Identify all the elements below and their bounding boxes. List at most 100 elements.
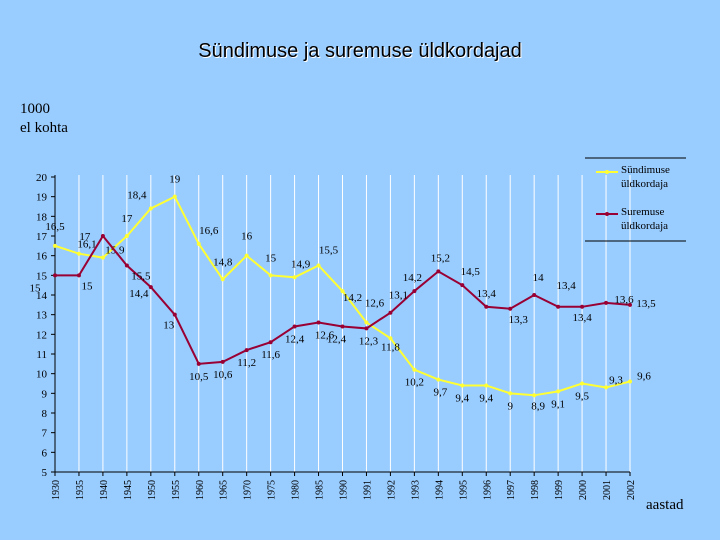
data-label: 16	[241, 231, 253, 243]
legend-marker	[605, 212, 609, 216]
y-tick-label: 11	[36, 349, 47, 361]
data-label: 13,4	[557, 280, 577, 292]
data-point	[340, 324, 345, 329]
data-label: 9,6	[637, 371, 651, 383]
data-point	[244, 253, 249, 258]
chart-title: Sündimuse ja suremuse üldkordajad	[198, 40, 522, 62]
data-label: 14,9	[291, 258, 311, 270]
data-point	[388, 336, 393, 341]
data-point	[508, 391, 513, 396]
data-label: 14,5	[461, 266, 481, 278]
data-label: 17	[79, 231, 91, 243]
y-tick-label: 7	[42, 428, 48, 440]
data-point	[460, 383, 465, 388]
data-point	[292, 324, 297, 329]
y-tick-label: 20	[36, 172, 48, 184]
data-point	[220, 277, 225, 282]
data-point	[76, 273, 81, 278]
data-label: 18,4	[127, 189, 147, 201]
data-point	[196, 241, 201, 246]
data-label: 9,1	[551, 398, 565, 410]
data-point	[436, 377, 441, 382]
data-label: 12,4	[285, 333, 305, 345]
data-label: 9,5	[575, 391, 589, 403]
y-tick-label: 18	[36, 211, 48, 223]
data-label: 11,6	[261, 349, 280, 361]
x-tick-label: 1975	[267, 480, 278, 500]
data-point	[268, 273, 273, 278]
x-tick-label: 1994	[434, 480, 445, 500]
data-label: 13,4	[572, 312, 592, 324]
data-point	[172, 312, 177, 317]
data-label: 15	[30, 282, 42, 294]
data-label: 9,4	[479, 392, 493, 404]
data-label: 8,9	[531, 400, 545, 412]
data-point	[364, 326, 369, 331]
x-tick-label: 1945	[123, 480, 134, 500]
data-label: 14	[533, 272, 545, 284]
data-label: 9,3	[609, 374, 623, 386]
x-tick-label: 2001	[602, 480, 613, 500]
data-point	[556, 304, 561, 309]
data-label: 10,6	[213, 369, 233, 381]
data-label: 12,6	[315, 330, 335, 342]
data-label: 13,5	[636, 298, 656, 310]
data-point	[580, 381, 585, 386]
data-label: 14,2	[343, 292, 362, 304]
y-tick-label: 15	[36, 270, 48, 282]
x-tick-label: 1993	[410, 480, 421, 500]
x-tick-label: 1999	[554, 480, 565, 500]
data-label: 17	[121, 213, 133, 225]
data-point	[172, 194, 177, 199]
y-tick-label: 14	[36, 290, 48, 302]
y-tick-label: 10	[36, 369, 48, 381]
x-tick-label: 1998	[530, 480, 541, 500]
data-label: 15,2	[431, 252, 450, 264]
x-tick-label: 1985	[315, 480, 326, 500]
x-tick-label: 1950	[147, 480, 158, 500]
x-tick-label: 1996	[482, 480, 493, 500]
data-point	[556, 389, 561, 394]
data-label: 9,4	[455, 392, 469, 404]
x-tick-label: 1935	[75, 480, 86, 500]
data-label: 16,6	[199, 225, 219, 237]
data-point	[484, 304, 489, 309]
data-point	[508, 306, 513, 311]
data-point	[412, 289, 417, 294]
data-label: 9,7	[433, 387, 447, 399]
data-point	[100, 234, 105, 238]
data-point	[460, 283, 465, 288]
legend-marker	[605, 170, 609, 174]
data-point	[148, 206, 153, 211]
data-point	[196, 361, 201, 366]
data-label: 13,3	[509, 314, 529, 326]
x-tick-label: 1991	[362, 480, 373, 500]
x-tick-label: 1960	[195, 480, 206, 500]
data-label: 13	[163, 320, 175, 332]
x-tick-label: 1992	[386, 480, 397, 500]
data-point	[124, 263, 129, 268]
data-point	[604, 300, 609, 305]
data-label: 11,8	[381, 341, 400, 353]
data-label: 9	[507, 400, 513, 412]
data-point	[316, 263, 321, 268]
x-tick-label: 1965	[219, 480, 230, 500]
data-label: 16,5	[45, 221, 65, 233]
data-label: 10,2	[405, 377, 424, 389]
data-label: 15,5	[319, 245, 339, 257]
x-tick-label: 2000	[578, 480, 589, 500]
y-tick-label: 9	[42, 388, 48, 400]
data-point	[316, 320, 321, 325]
data-point	[124, 234, 129, 238]
data-label: 13,4	[477, 288, 497, 300]
data-label: 12,3	[359, 335, 379, 347]
x-tick-label: 1990	[339, 480, 350, 500]
data-point	[412, 367, 417, 372]
x-tick-label: 1940	[99, 480, 110, 500]
x-tick-label: 1995	[458, 480, 469, 500]
data-label: 14,2	[403, 272, 422, 284]
data-point	[292, 275, 297, 280]
data-label: 12,6	[365, 298, 385, 310]
legend-label-cont: üldkordaja	[621, 178, 668, 190]
